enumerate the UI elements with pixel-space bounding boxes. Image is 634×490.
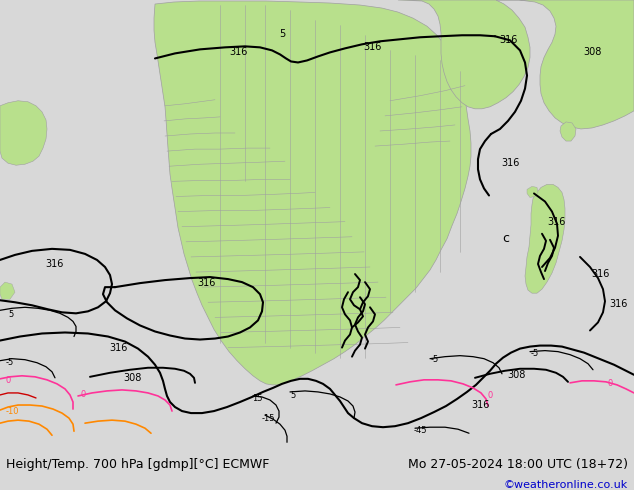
Polygon shape [0, 282, 15, 299]
Text: Height/Temp. 700 hPa [gdmp][°C] ECMWF: Height/Temp. 700 hPa [gdmp][°C] ECMWF [6, 458, 269, 471]
Text: 5: 5 [279, 29, 285, 39]
Text: 308: 308 [508, 370, 526, 380]
Text: 316: 316 [547, 217, 565, 227]
Text: -15: -15 [261, 414, 275, 422]
Text: 0: 0 [6, 376, 11, 385]
Text: 308: 308 [583, 48, 601, 57]
Text: 316: 316 [471, 400, 489, 410]
Polygon shape [154, 1, 471, 385]
Text: 316: 316 [198, 278, 216, 288]
Polygon shape [560, 122, 576, 141]
Text: 5: 5 [290, 392, 295, 400]
Polygon shape [496, 0, 634, 129]
Text: 5: 5 [8, 310, 13, 319]
Polygon shape [0, 101, 47, 165]
Text: -5: -5 [431, 355, 439, 364]
Text: 316: 316 [109, 343, 127, 353]
Text: -10: -10 [6, 407, 20, 416]
Polygon shape [525, 184, 565, 293]
Text: 316: 316 [46, 259, 64, 269]
Text: -5: -5 [6, 358, 14, 367]
Polygon shape [398, 0, 530, 109]
Text: 316: 316 [609, 299, 627, 309]
Text: -45: -45 [413, 426, 427, 435]
Text: 0: 0 [488, 392, 493, 400]
Text: 308: 308 [124, 373, 142, 383]
Text: 316: 316 [229, 48, 247, 57]
Text: c: c [503, 232, 510, 245]
Text: Mo 27-05-2024 18:00 UTC (18+72): Mo 27-05-2024 18:00 UTC (18+72) [408, 458, 628, 471]
Polygon shape [527, 186, 538, 197]
Text: 0: 0 [81, 391, 86, 399]
Text: 316: 316 [499, 35, 517, 45]
Text: 316: 316 [363, 42, 381, 52]
Text: -5: -5 [531, 349, 539, 358]
Text: 316: 316 [501, 158, 519, 168]
Text: 0: 0 [607, 379, 612, 389]
Text: 316: 316 [591, 269, 609, 279]
Text: ©weatheronline.co.uk: ©weatheronline.co.uk [503, 480, 628, 490]
Text: 15: 15 [252, 394, 262, 403]
